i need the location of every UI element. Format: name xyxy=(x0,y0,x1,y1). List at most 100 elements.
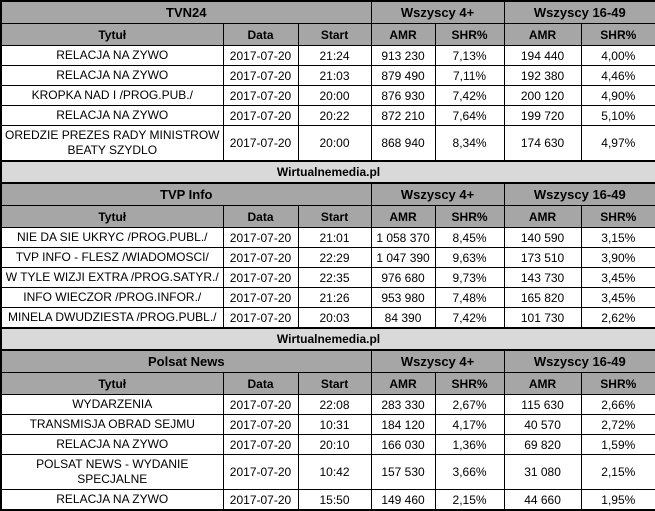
cell-shr-4plus: 2,15% xyxy=(434,489,505,511)
section-polsat-news: Polsat News Wszyscy 4+ Wszyscy 16-49 Tyt… xyxy=(0,349,655,511)
cell-amr-16-49: 44 660 xyxy=(503,489,582,511)
cell-date: 2017-07-20 xyxy=(222,105,299,126)
cell-date: 2017-07-20 xyxy=(222,489,299,511)
cell-title: WYDARZENIA xyxy=(0,394,224,415)
audience-group-all4plus: Wszyscy 4+ xyxy=(370,0,505,24)
cell-amr-16-49: 31 080 xyxy=(503,454,582,490)
col-header-title: Tytuł xyxy=(0,205,224,228)
col-header-shr-16-49: SHR% xyxy=(580,23,655,46)
col-header-start: Start xyxy=(297,23,372,46)
cell-shr-16-49: 5,10% xyxy=(580,105,655,126)
cell-start: 21:26 xyxy=(297,287,372,308)
cell-shr-16-49: 2,15% xyxy=(580,454,655,490)
cell-amr-16-49: 101 730 xyxy=(503,307,582,329)
cell-amr-16-49: 200 120 xyxy=(503,85,582,106)
cell-amr-4plus: 157 530 xyxy=(370,454,436,490)
cell-amr-16-49: 143 730 xyxy=(503,267,582,288)
cell-title: MINELA DWUDZIESTA /PROG.PUBL./ xyxy=(0,307,224,329)
cell-amr-4plus: 872 210 xyxy=(370,105,436,126)
cell-start: 22:08 xyxy=(297,394,372,415)
cell-date: 2017-07-20 xyxy=(222,45,299,66)
channel-name: TVN24 xyxy=(0,0,372,24)
cell-date: 2017-07-20 xyxy=(222,125,299,162)
cell-start: 20:00 xyxy=(297,85,372,106)
table-row: RELACJA NA ZYWO 2017-07-20 20:22 872 210… xyxy=(0,105,655,126)
table-row: RELACJA NA ZYWO 2017-07-20 20:10 166 030… xyxy=(0,434,655,455)
table-row: NIE DA SIE UKRYC /PROG.PUBL./ 2017-07-20… xyxy=(0,227,655,248)
table-row: MINELA DWUDZIESTA /PROG.PUBL./ 2017-07-2… xyxy=(0,307,655,329)
brand-label: Wirtualnemedia.pl xyxy=(0,327,655,351)
table-row: INFO WIECZOR /PROG.INFOR./ 2017-07-20 21… xyxy=(0,287,655,308)
cell-shr-4plus: 8,34% xyxy=(434,125,505,162)
cell-date: 2017-07-20 xyxy=(222,394,299,415)
cell-title: TVP INFO - FLESZ /WIADOMOSCI/ xyxy=(0,247,224,268)
cell-amr-4plus: 149 460 xyxy=(370,489,436,511)
cell-title: OREDZIE PREZES RADY MINISTROW BEATY SZYD… xyxy=(0,125,224,162)
cell-amr-4plus: 976 680 xyxy=(370,267,436,288)
column-header-row: Tytuł Data Start AMR SHR% AMR SHR% xyxy=(0,23,655,46)
cell-date: 2017-07-20 xyxy=(222,434,299,455)
cell-amr-4plus: 868 940 xyxy=(370,125,436,162)
cell-title: TRANSMISJA OBRAD SEJMU xyxy=(0,414,224,435)
cell-amr-16-49: 165 820 xyxy=(503,287,582,308)
cell-amr-4plus: 953 980 xyxy=(370,287,436,308)
cell-date: 2017-07-20 xyxy=(222,287,299,308)
cell-start: 20:03 xyxy=(297,307,372,329)
section-tvn24: TVN24 Wszyscy 4+ Wszyscy 16-49 Tytuł Dat… xyxy=(0,0,655,184)
cell-date: 2017-07-20 xyxy=(222,307,299,329)
cell-shr-16-49: 2,72% xyxy=(580,414,655,435)
cell-shr-4plus: 7,42% xyxy=(434,85,505,106)
table-row: RELACJA NA ZYWO 2017-07-20 21:03 879 490… xyxy=(0,65,655,86)
col-header-amr-16-49: AMR xyxy=(503,205,582,228)
cell-title: W TYLE WIZJI EXTRA /PROG.SATYR./ xyxy=(0,267,224,288)
cell-shr-16-49: 3,90% xyxy=(580,247,655,268)
col-header-start: Start xyxy=(297,372,372,395)
cell-shr-4plus: 7,42% xyxy=(434,307,505,329)
brand-row: Wirtualnemedia.pl xyxy=(0,160,655,184)
cell-shr-4plus: 7,48% xyxy=(434,287,505,308)
cell-shr-4plus: 4,17% xyxy=(434,414,505,435)
cell-start: 20:10 xyxy=(297,434,372,455)
table-row: TVP INFO - FLESZ /WIADOMOSCI/ 2017-07-20… xyxy=(0,247,655,268)
table-row: POLSAT NEWS - WYDANIE SPECJALNE 2017-07-… xyxy=(0,454,655,490)
cell-amr-4plus: 184 120 xyxy=(370,414,436,435)
cell-amr-4plus: 1 047 390 xyxy=(370,247,436,268)
audience-group-16-49: Wszyscy 16-49 xyxy=(503,182,655,206)
cell-start: 22:29 xyxy=(297,247,372,268)
cell-shr-16-49: 2,62% xyxy=(580,307,655,329)
col-header-date: Data xyxy=(222,372,299,395)
column-header-row: Tytuł Data Start AMR SHR% AMR SHR% xyxy=(0,372,655,395)
cell-title: RELACJA NA ZYWO xyxy=(0,434,224,455)
cell-date: 2017-07-20 xyxy=(222,85,299,106)
cell-amr-4plus: 166 030 xyxy=(370,434,436,455)
cell-amr-4plus: 876 930 xyxy=(370,85,436,106)
brand-label: Wirtualnemedia.pl xyxy=(0,160,655,184)
cell-amr-16-49: 199 720 xyxy=(503,105,582,126)
section-tvp-info: TVP Info Wszyscy 4+ Wszyscy 16-49 Tytuł … xyxy=(0,182,655,351)
table-row: TRANSMISJA OBRAD SEJMU 2017-07-20 10:31 … xyxy=(0,414,655,435)
cell-start: 21:24 xyxy=(297,45,372,66)
cell-shr-4plus: 7,11% xyxy=(434,65,505,86)
cell-start: 20:00 xyxy=(297,125,372,162)
cell-amr-4plus: 879 490 xyxy=(370,65,436,86)
table-row: RELACJA NA ZYWO 2017-07-20 15:50 149 460… xyxy=(0,489,655,511)
cell-shr-16-49: 4,46% xyxy=(580,65,655,86)
audience-group-all4plus: Wszyscy 4+ xyxy=(370,349,505,373)
cell-shr-4plus: 2,67% xyxy=(434,394,505,415)
cell-start: 10:31 xyxy=(297,414,372,435)
cell-title: RELACJA NA ZYWO xyxy=(0,65,224,86)
cell-title: NIE DA SIE UKRYC /PROG.PUBL./ xyxy=(0,227,224,248)
col-header-shr-4plus: SHR% xyxy=(434,205,505,228)
cell-date: 2017-07-20 xyxy=(222,267,299,288)
cell-shr-4plus: 9,73% xyxy=(434,267,505,288)
cell-title: INFO WIECZOR /PROG.INFOR./ xyxy=(0,287,224,308)
cell-shr-4plus: 9,63% xyxy=(434,247,505,268)
col-header-title: Tytuł xyxy=(0,372,224,395)
col-header-amr-4plus: AMR xyxy=(370,23,436,46)
col-header-shr-16-49: SHR% xyxy=(580,205,655,228)
audience-group-all4plus: Wszyscy 4+ xyxy=(370,182,505,206)
cell-date: 2017-07-20 xyxy=(222,414,299,435)
cell-title: KROPKA NAD I /PROG.PUB./ xyxy=(0,85,224,106)
table-row: OREDZIE PREZES RADY MINISTROW BEATY SZYD… xyxy=(0,125,655,162)
cell-title: POLSAT NEWS - WYDANIE SPECJALNE xyxy=(0,454,224,490)
